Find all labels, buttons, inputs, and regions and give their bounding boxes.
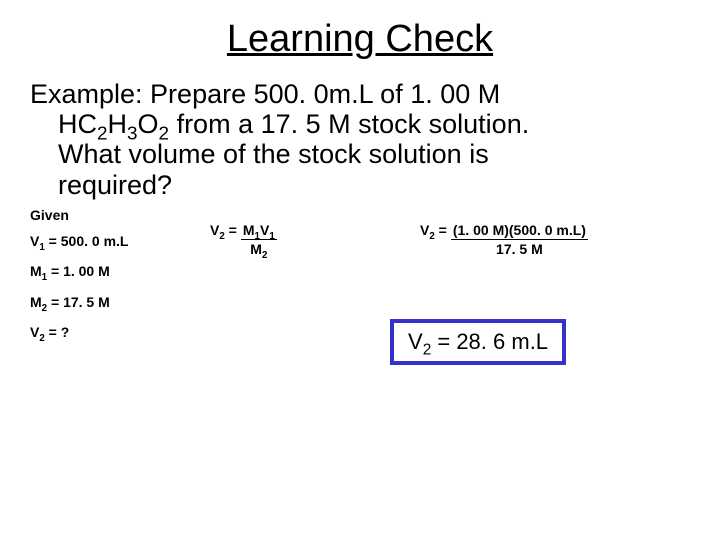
equation-symbolic: V2 = M1V1 M2 <box>210 206 420 257</box>
fraction: (1. 00 M)(500. 0 m.L) 17. 5 M <box>451 222 588 257</box>
example-line2: HC2H3O2 from a 17. 5 M stock solution. <box>58 109 690 139</box>
fraction-numerator: (1. 00 M)(500. 0 m.L) <box>451 222 588 240</box>
given-m1: M1 = 1. 00 M <box>30 262 210 280</box>
example-line4: required? <box>58 170 690 200</box>
var: M <box>243 222 255 238</box>
eq-line: V2 = M1V1 M2 <box>210 222 420 257</box>
equals: = <box>225 222 237 238</box>
var: V <box>30 324 39 340</box>
value: = 28. 6 m.L <box>431 329 548 354</box>
given-heading: Given <box>30 206 210 224</box>
var: V <box>210 222 219 238</box>
example-text: Example: Prepare 500. 0m.L of 1. 00 M HC… <box>30 79 690 200</box>
formula-part: H <box>108 109 128 139</box>
equals: = <box>435 222 447 238</box>
var: V <box>420 222 429 238</box>
eq-lhs: V2 = <box>210 222 237 238</box>
given-v1: V1 = 500. 0 m.L <box>30 232 210 250</box>
slide: Learning Check Example: Prepare 500. 0m.… <box>0 0 720 540</box>
subscript: 2 <box>423 341 432 358</box>
fraction-numerator: M1V1 <box>241 222 277 240</box>
fraction-denominator: 17. 5 M <box>451 240 588 257</box>
value: = 17. 5 M <box>47 294 110 310</box>
value: = ? <box>45 324 70 340</box>
slide-title: Learning Check <box>30 18 690 61</box>
eq-line: V2 = (1. 00 M)(500. 0 m.L) 17. 5 M <box>420 222 680 257</box>
subscript: 2 <box>262 250 267 261</box>
var: V <box>260 222 269 238</box>
var: M <box>250 241 262 257</box>
subscript: 1 <box>269 231 274 242</box>
var: M <box>30 263 42 279</box>
equation-numeric: V2 = (1. 00 M)(500. 0 m.L) 17. 5 M <box>420 206 680 257</box>
formula-part: from a 17. 5 M stock solution. <box>169 109 529 139</box>
given-v2: V2 = ? <box>30 323 210 341</box>
example-line3: What volume of the stock solution is <box>58 139 690 169</box>
var: M <box>30 294 42 310</box>
given-m2: M2 = 17. 5 M <box>30 293 210 311</box>
var: V <box>30 233 39 249</box>
value: = 1. 00 M <box>47 263 110 279</box>
formula-part: O <box>138 109 159 139</box>
fraction-denominator: M2 <box>241 240 277 257</box>
fraction: M1V1 M2 <box>241 222 277 257</box>
var: V <box>408 329 423 354</box>
answer-box: V2 = 28. 6 m.L <box>390 319 566 365</box>
given-column: Given V1 = 500. 0 m.L M1 = 1. 00 M M2 = … <box>30 206 210 353</box>
value: = 500. 0 m.L <box>45 233 129 249</box>
eq-lhs: V2 = <box>420 222 447 238</box>
content-row: Given V1 = 500. 0 m.L M1 = 1. 00 M M2 = … <box>30 206 690 353</box>
formula-part: HC <box>58 109 97 139</box>
example-line1: Example: Prepare 500. 0m.L of 1. 00 M <box>30 79 500 109</box>
